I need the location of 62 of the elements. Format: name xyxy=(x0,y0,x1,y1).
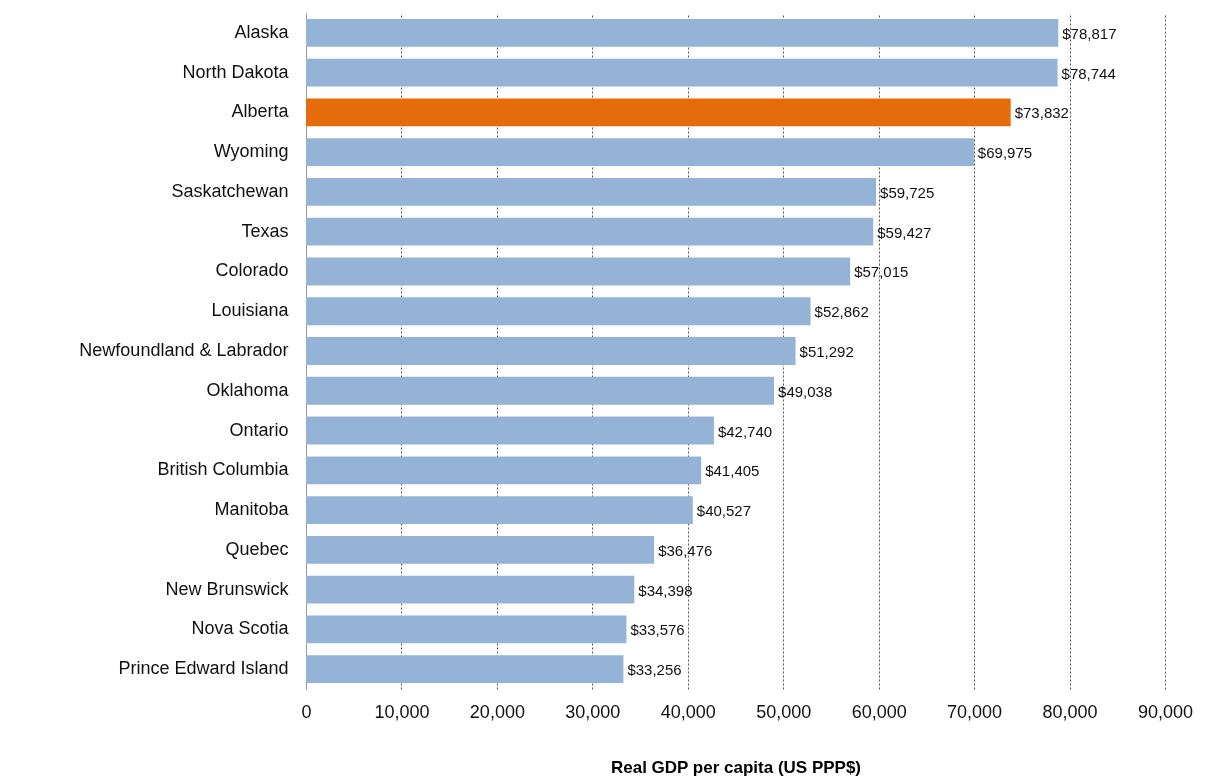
bar xyxy=(306,376,775,405)
data-label: $33,576 xyxy=(630,621,685,639)
y-tick-label: Saskatchewan xyxy=(171,180,289,201)
y-tick-label: Oklahoma xyxy=(206,379,290,400)
data-label: $78,744 xyxy=(1061,64,1116,82)
data-label: $73,832 xyxy=(1014,104,1069,122)
data-label: $42,740 xyxy=(717,422,773,440)
y-tick-label: Wyoming xyxy=(213,141,289,162)
data-label: $78,817 xyxy=(1062,24,1117,42)
x-tick-label: 20,000 xyxy=(469,701,525,722)
bar xyxy=(306,58,1058,87)
data-label: $57,015 xyxy=(854,263,909,281)
bar xyxy=(306,337,796,365)
y-tick-label: New Brunswick xyxy=(165,578,290,599)
x-tick-label: 90,000 xyxy=(1137,701,1194,722)
x-tick-label: 0 xyxy=(301,701,312,722)
x-tick-label: 30,000 xyxy=(565,701,621,722)
bar xyxy=(306,178,877,206)
y-tick-label: Nova Scotia xyxy=(191,618,290,639)
y-tick-label: Manitoba xyxy=(214,499,290,520)
bar xyxy=(306,18,1059,47)
data-label: $33,256 xyxy=(627,661,682,679)
x-tick-label: 80,000 xyxy=(1042,701,1098,722)
bar xyxy=(306,297,811,326)
y-tick-label: Louisiana xyxy=(211,300,290,321)
data-label: $69,975 xyxy=(977,144,1033,162)
y-tick-label: Newfoundland & Labrador xyxy=(79,340,289,360)
y-tick-label: Ontario xyxy=(229,419,289,440)
bar xyxy=(306,456,702,485)
data-label: $51,292 xyxy=(799,343,854,360)
x-tick-label: 40,000 xyxy=(660,701,716,722)
y-tick-label: Alaska xyxy=(234,21,290,42)
data-label: $59,725 xyxy=(880,183,935,201)
y-tick-label: Quebec xyxy=(225,538,289,559)
y-tick-label: Texas xyxy=(241,220,289,241)
x-tick-label: 10,000 xyxy=(374,701,430,722)
bar xyxy=(306,615,627,644)
data-label: $34,398 xyxy=(638,581,693,599)
x-tick-label: 50,000 xyxy=(756,701,812,722)
x-axis-title: Real GDP per capita (US PPP$) xyxy=(610,757,862,777)
bar xyxy=(306,217,874,246)
bar xyxy=(306,535,655,564)
data-label: $52,862 xyxy=(814,303,869,321)
x-tick-label: 70,000 xyxy=(947,701,1003,722)
bar xyxy=(306,496,693,524)
bar xyxy=(306,98,1011,127)
data-label: $40,527 xyxy=(696,502,752,520)
y-tick-label: Prince Edward Island xyxy=(118,658,289,679)
y-tick-label: North Dakota xyxy=(182,61,290,82)
data-label: $36,476 xyxy=(658,541,713,559)
bar xyxy=(306,575,635,604)
data-label: $59,427 xyxy=(877,223,932,241)
y-tick-label: Alberta xyxy=(231,101,290,122)
y-tick-label: British Columbia xyxy=(157,459,290,480)
data-label: $49,038 xyxy=(778,382,833,400)
bar xyxy=(306,416,714,445)
bar xyxy=(306,138,974,167)
data-label: $41,405 xyxy=(705,462,760,480)
x-tick-label: 60,000 xyxy=(851,701,907,722)
bar xyxy=(306,257,851,286)
y-tick-label: Colorado xyxy=(215,260,289,281)
bar xyxy=(306,655,624,684)
